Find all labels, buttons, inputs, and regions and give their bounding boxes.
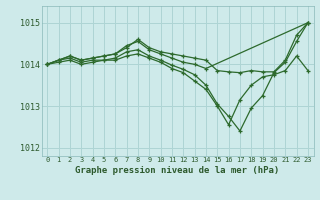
X-axis label: Graphe pression niveau de la mer (hPa): Graphe pression niveau de la mer (hPa): [76, 166, 280, 175]
